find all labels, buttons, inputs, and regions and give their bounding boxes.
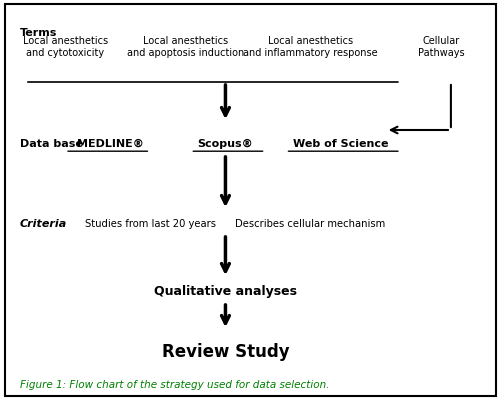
Text: Qualitative analyses: Qualitative analyses bbox=[154, 286, 297, 298]
Text: Cellular
Pathways: Cellular Pathways bbox=[417, 36, 464, 58]
Text: Scopus®: Scopus® bbox=[197, 139, 254, 149]
Text: MEDLINE®: MEDLINE® bbox=[77, 139, 144, 149]
Text: Criteria: Criteria bbox=[20, 219, 67, 229]
Text: Local anesthetics
and inflammatory response: Local anesthetics and inflammatory respo… bbox=[243, 36, 378, 58]
Text: Review Study: Review Study bbox=[162, 343, 289, 361]
Text: Describes cellular mechanism: Describes cellular mechanism bbox=[235, 219, 386, 229]
Text: Local anesthetics
and cytotoxicity: Local anesthetics and cytotoxicity bbox=[23, 36, 108, 58]
FancyBboxPatch shape bbox=[5, 4, 496, 396]
Text: Figure 1: Flow chart of the strategy used for data selection.: Figure 1: Flow chart of the strategy use… bbox=[20, 380, 330, 390]
Text: Web of Science: Web of Science bbox=[293, 139, 388, 149]
Text: Local anesthetics
and apoptosis induction: Local anesthetics and apoptosis inductio… bbox=[127, 36, 244, 58]
Text: Studies from last 20 years: Studies from last 20 years bbox=[85, 219, 216, 229]
Text: Data base: Data base bbox=[20, 139, 83, 149]
Text: Terms: Terms bbox=[20, 28, 58, 38]
